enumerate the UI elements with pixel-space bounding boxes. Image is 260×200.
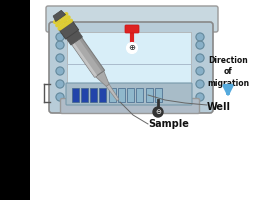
Text: Sample: Sample (148, 119, 189, 129)
Circle shape (153, 107, 163, 117)
Polygon shape (53, 10, 66, 22)
Polygon shape (67, 31, 105, 77)
Polygon shape (67, 36, 97, 77)
FancyBboxPatch shape (125, 25, 139, 33)
Circle shape (196, 67, 204, 75)
FancyBboxPatch shape (66, 83, 192, 105)
Circle shape (196, 54, 204, 62)
Bar (127, 88, 134, 102)
Bar (109, 88, 116, 102)
Circle shape (56, 67, 64, 75)
Circle shape (56, 80, 64, 88)
Text: ⊕: ⊕ (128, 43, 135, 52)
FancyBboxPatch shape (61, 98, 199, 114)
Bar (99, 88, 106, 102)
Bar (0, 0, 30, 200)
Bar (81, 88, 88, 102)
Polygon shape (66, 30, 82, 45)
Circle shape (196, 80, 204, 88)
FancyBboxPatch shape (46, 6, 218, 32)
Bar (146, 88, 153, 102)
Bar (136, 88, 143, 102)
Bar (67, 32, 191, 104)
FancyBboxPatch shape (49, 22, 213, 113)
Polygon shape (59, 20, 79, 39)
Circle shape (196, 41, 204, 49)
Text: Well: Well (207, 102, 231, 112)
Circle shape (127, 43, 138, 53)
Bar (72, 88, 79, 102)
Circle shape (56, 41, 64, 49)
Circle shape (196, 93, 204, 101)
Bar (90, 88, 97, 102)
Bar (118, 88, 125, 102)
Polygon shape (95, 71, 109, 86)
Circle shape (56, 33, 64, 41)
Circle shape (196, 33, 204, 41)
Circle shape (56, 93, 64, 101)
Polygon shape (106, 84, 119, 101)
Text: ⊖: ⊖ (155, 108, 161, 114)
Text: Direction
of
migration: Direction of migration (207, 56, 249, 88)
Polygon shape (75, 31, 105, 72)
Bar (155, 88, 162, 102)
Circle shape (56, 54, 64, 62)
